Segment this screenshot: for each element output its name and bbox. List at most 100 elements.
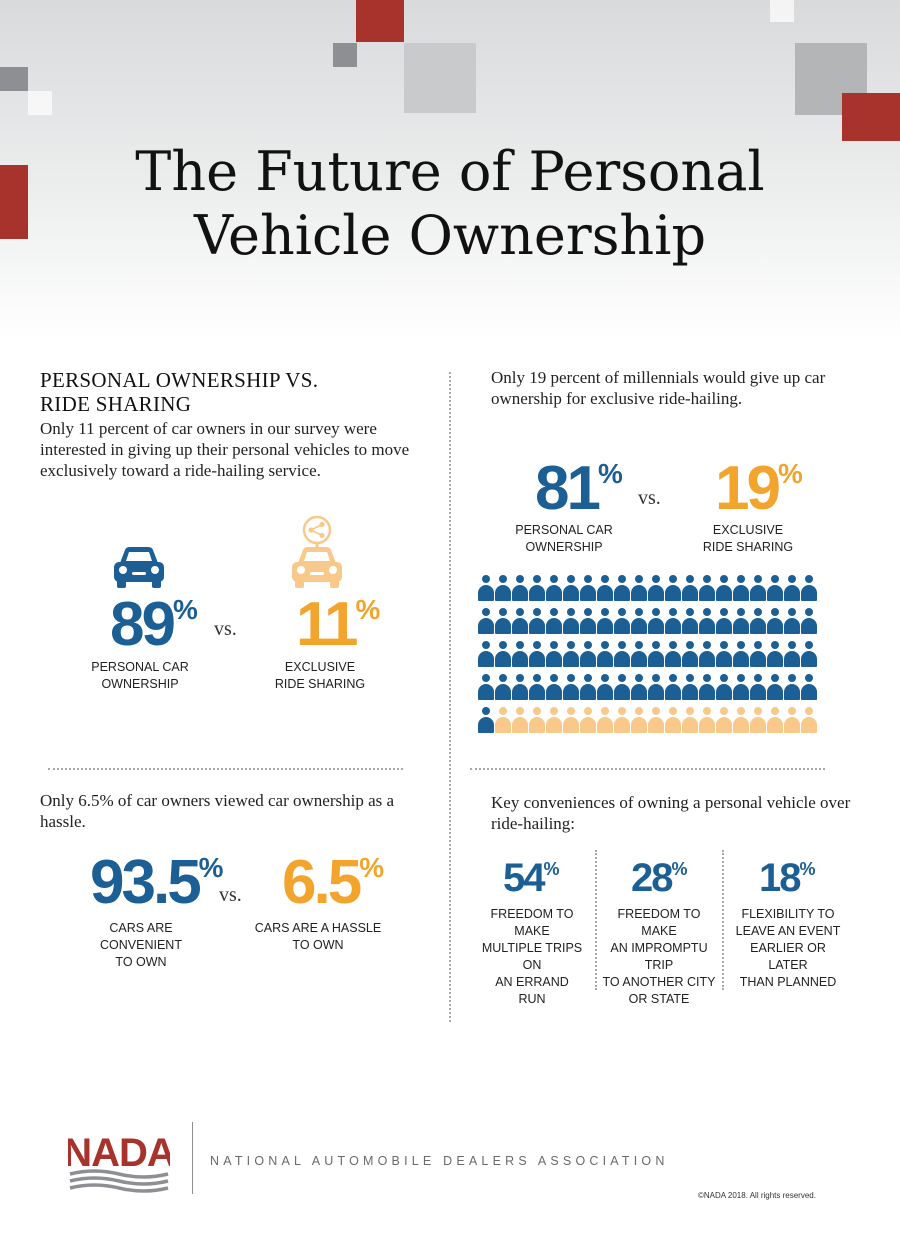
person-icon xyxy=(750,674,766,700)
person-icon xyxy=(784,674,800,700)
vs-label: vs. xyxy=(219,884,242,906)
person-icon xyxy=(614,707,630,733)
person-icon xyxy=(563,641,579,667)
decor-square xyxy=(28,91,52,115)
person-icon xyxy=(631,575,647,601)
person-icon xyxy=(665,608,681,634)
person-icon xyxy=(546,641,562,667)
person-icon xyxy=(512,707,528,733)
person-icon xyxy=(665,575,681,601)
section3-text: Only 6.5% of car owners viewed car owner… xyxy=(40,791,395,831)
stat-divider xyxy=(595,850,597,990)
person-icon xyxy=(750,575,766,601)
label-exclusive-ride-sharing: EXCLUSIVE RIDE SHARING xyxy=(702,523,794,554)
person-icon xyxy=(699,608,715,634)
person-icon xyxy=(801,707,817,733)
person-icon xyxy=(495,641,511,667)
vs-label: vs. xyxy=(214,618,237,640)
person-icon xyxy=(597,641,613,667)
decor-square xyxy=(0,165,28,239)
vs-label: vs. xyxy=(638,487,661,509)
person-icon xyxy=(699,707,715,733)
person-icon xyxy=(767,707,783,733)
section1-text: Only 11 percent of car owners in our sur… xyxy=(40,419,410,480)
person-icon xyxy=(648,674,664,700)
person-icon xyxy=(546,575,562,601)
person-icon xyxy=(512,608,528,634)
person-icon xyxy=(750,608,766,634)
person-icon xyxy=(801,608,817,634)
org-name: NATIONAL AUTOMOBILE DEALERS ASSOCIATION xyxy=(210,1154,669,1168)
person-icon xyxy=(478,641,494,667)
stat-6-5-percent: 6.5% xyxy=(282,848,385,917)
pictogram-row xyxy=(478,707,823,740)
label-personal-car-ownership: PERSONAL CAR OWNERSHIP xyxy=(515,523,613,554)
stat-19-percent: 19% xyxy=(715,454,803,523)
person-icon xyxy=(733,674,749,700)
person-icon xyxy=(597,608,613,634)
label-cars-convenient: CARS ARE CONVENIENT TO OWN xyxy=(100,921,182,969)
person-icon xyxy=(580,674,596,700)
person-icon xyxy=(495,674,511,700)
person-icon xyxy=(529,674,545,700)
person-icon xyxy=(546,707,562,733)
stat-81-percent: 81% xyxy=(535,454,623,523)
person-icon xyxy=(614,608,630,634)
person-icon xyxy=(733,707,749,733)
person-icon xyxy=(716,575,732,601)
person-icon xyxy=(648,707,664,733)
person-icon xyxy=(478,608,494,634)
person-icon xyxy=(580,575,596,601)
stat-11-percent: 11% xyxy=(296,590,381,659)
person-icon xyxy=(529,707,545,733)
horizontal-divider-right xyxy=(470,768,825,770)
person-icon xyxy=(801,674,817,700)
person-icon xyxy=(784,575,800,601)
pictogram-row xyxy=(478,575,823,608)
person-icon xyxy=(784,608,800,634)
pictogram-row xyxy=(478,608,823,641)
person-icon xyxy=(699,674,715,700)
shared-car-icon xyxy=(292,515,342,588)
decor-square xyxy=(842,93,900,141)
person-icon xyxy=(682,608,698,634)
person-icon xyxy=(716,707,732,733)
person-icon xyxy=(699,575,715,601)
person-icon xyxy=(529,641,545,667)
person-icon xyxy=(580,608,596,634)
stat-93-5-percent: 93.5% xyxy=(90,848,224,917)
hero-banner: The Future of Personal Vehicle Ownership xyxy=(0,0,900,340)
person-icon xyxy=(529,575,545,601)
person-icon xyxy=(546,608,562,634)
pictogram-row xyxy=(478,674,823,707)
person-icon xyxy=(631,674,647,700)
nada-logo-text: NADA xyxy=(68,1131,170,1175)
stat-18-percent: 18% xyxy=(759,856,816,900)
person-icon xyxy=(648,575,664,601)
person-icon xyxy=(699,641,715,667)
decor-square xyxy=(356,0,404,42)
person-icon xyxy=(750,641,766,667)
section1-heading: PERSONAL OWNERSHIP VS. RIDE SHARING xyxy=(40,368,319,416)
person-icon xyxy=(495,707,511,733)
person-icon xyxy=(563,674,579,700)
label-exclusive-ride-sharing: EXCLUSIVE RIDE SHARING xyxy=(274,660,366,691)
person-icon xyxy=(529,608,545,634)
person-icon xyxy=(767,608,783,634)
person-icon xyxy=(546,674,562,700)
person-icon xyxy=(733,608,749,634)
footer-divider xyxy=(192,1122,193,1194)
person-icon xyxy=(478,674,494,700)
person-icon xyxy=(767,641,783,667)
decor-square xyxy=(0,67,28,91)
person-icon xyxy=(767,674,783,700)
person-icon xyxy=(597,707,613,733)
section4-text: Key conveniences of owning a personal ve… xyxy=(491,793,851,833)
stat-89-percent: 89% xyxy=(110,590,198,659)
decor-square xyxy=(333,43,357,67)
person-icon xyxy=(512,674,528,700)
person-icon xyxy=(733,575,749,601)
person-icon xyxy=(563,575,579,601)
person-icon xyxy=(597,575,613,601)
person-icon xyxy=(665,674,681,700)
